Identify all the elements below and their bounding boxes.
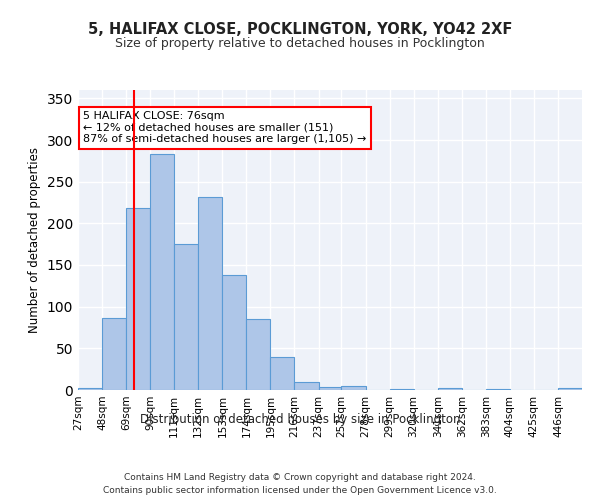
- Bar: [150, 154, 174, 390]
- Bar: [247, 319, 271, 390]
- Bar: [319, 386, 341, 390]
- Bar: [126, 208, 150, 390]
- Bar: [295, 382, 319, 390]
- Text: Contains HM Land Registry data © Crown copyright and database right 2024.
Contai: Contains HM Land Registry data © Crown c…: [103, 474, 497, 495]
- Bar: [486, 389, 510, 390]
- Bar: [389, 389, 413, 390]
- Y-axis label: Number of detached properties: Number of detached properties: [28, 147, 41, 333]
- Bar: [558, 388, 582, 390]
- Bar: [223, 275, 247, 390]
- Bar: [78, 388, 102, 390]
- Text: Size of property relative to detached houses in Pocklington: Size of property relative to detached ho…: [115, 38, 485, 51]
- Text: Distribution of detached houses by size in Pocklington: Distribution of detached houses by size …: [140, 412, 460, 426]
- Bar: [271, 356, 295, 390]
- Text: 5, HALIFAX CLOSE, POCKLINGTON, YORK, YO42 2XF: 5, HALIFAX CLOSE, POCKLINGTON, YORK, YO4…: [88, 22, 512, 38]
- Text: 5 HALIFAX CLOSE: 76sqm
← 12% of detached houses are smaller (151)
87% of semi-de: 5 HALIFAX CLOSE: 76sqm ← 12% of detached…: [83, 111, 367, 144]
- Bar: [102, 318, 126, 390]
- Bar: [341, 386, 365, 390]
- Bar: [174, 244, 198, 390]
- Bar: [437, 388, 462, 390]
- Bar: [198, 196, 223, 390]
